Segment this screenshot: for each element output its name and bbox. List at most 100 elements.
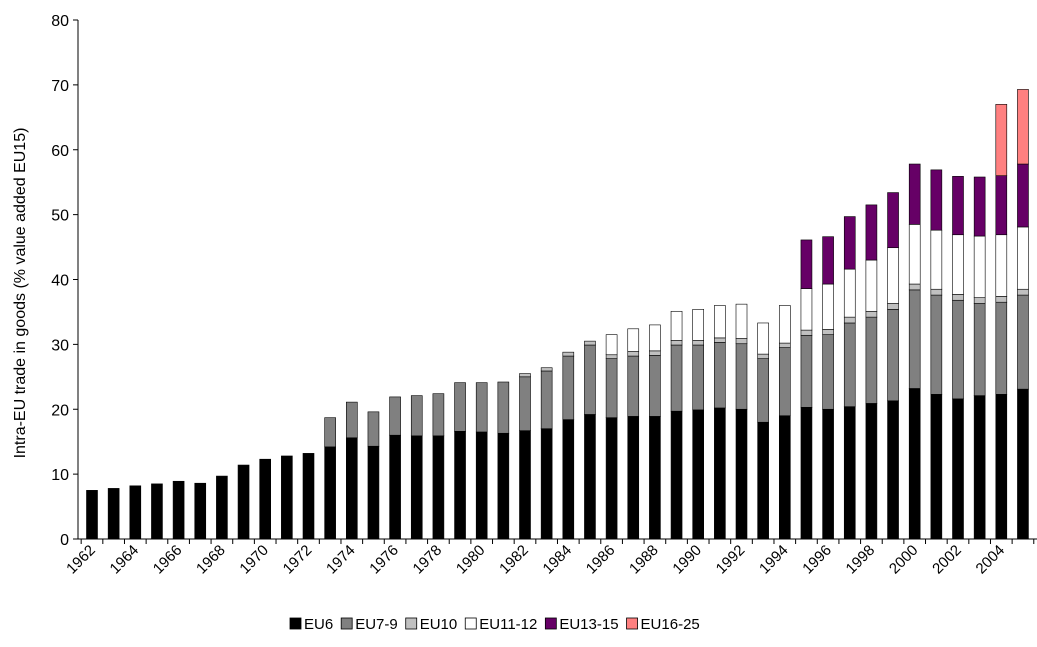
bar-segment-eu6-1986 <box>605 417 618 540</box>
x-tick-label: 1984 <box>540 542 576 578</box>
bar-segment-eu7-9-1974 <box>345 401 358 439</box>
y-tick-label: 10 <box>51 467 69 484</box>
x-tick-label: 1966 <box>150 542 186 578</box>
bar-segment-eu10-1999 <box>887 303 899 310</box>
bar-segment-eu6-2002 <box>952 398 964 540</box>
bar-segment-eu7-9-2001 <box>930 294 943 395</box>
bar-segment-eu6-1984 <box>562 419 575 540</box>
bar-segment-eu6-1992 <box>735 408 748 540</box>
bar-segment-eu7-9-1977 <box>410 395 423 437</box>
y-tick-label: 40 <box>51 273 69 290</box>
bar-segment-eu6-2003 <box>973 395 986 540</box>
bar-segment-eu6-1972 <box>302 453 315 540</box>
bar-segment-eu6-1995 <box>800 406 813 540</box>
y-tick-label: 70 <box>51 78 69 95</box>
bar-segment-eu6-1989 <box>670 410 683 540</box>
bar-segment-eu7-9-1993 <box>757 358 769 423</box>
bar-segment-eu6-2001 <box>930 394 943 540</box>
bar-segment-eu11-12-2000 <box>908 224 921 285</box>
bar-segment-eu7-9-1980 <box>475 382 488 433</box>
bar-segment-eu11-12-1997 <box>843 268 856 318</box>
x-tick-label: 1994 <box>756 542 792 578</box>
legend-swatch-eu7-9 <box>340 617 353 630</box>
bar-segment-eu6-1997 <box>843 406 856 540</box>
x-tick-label: 1968 <box>193 542 229 578</box>
bar-segment-eu10-2002 <box>952 294 964 301</box>
x-tick-label: 2000 <box>886 542 922 578</box>
legend: EU6 EU7-9 EU10 EU11-12 EU13-15 EU16-25 <box>289 616 700 633</box>
bar-segment-eu7-9-1985 <box>584 344 596 415</box>
y-tick-label: 50 <box>51 208 69 225</box>
bar-segment-eu10-1987 <box>627 351 640 357</box>
legend-swatch-eu11-12 <box>464 617 477 630</box>
bar-segment-eu10-1986 <box>605 354 618 359</box>
bar-segment-eu13-15-2004 <box>995 175 1008 236</box>
x-tick-label: 1972 <box>280 542 316 578</box>
bar-segment-eu11-12-2002 <box>952 234 964 295</box>
bar-segment-eu7-9-1975 <box>367 411 380 447</box>
bar-segment-eu7-9-1988 <box>649 355 661 417</box>
bar-segment-eu6-1968 <box>216 475 228 540</box>
bar-segment-eu13-15-2000 <box>908 163 921 225</box>
legend-swatch-eu13-15 <box>544 617 557 630</box>
bar-segment-eu11-12-1986 <box>605 334 618 356</box>
bar-segment-eu11-12-1998 <box>865 259 878 312</box>
x-tick-label: 1976 <box>366 542 402 578</box>
bar-segment-eu7-9-2005 <box>1017 294 1029 390</box>
bar-segment-eu7-9-1991 <box>714 342 726 409</box>
bar-segment-eu11-12-1993 <box>757 322 769 355</box>
legend-label-eu11-12: EU11-12 <box>479 616 537 633</box>
bar-segment-eu13-15-2002 <box>952 176 964 236</box>
bar-segment-eu6-1981 <box>497 432 510 540</box>
bar-segment-eu6-1973 <box>324 446 336 540</box>
bar-segment-eu6-1979 <box>454 431 466 540</box>
bar-segment-eu7-9-1978 <box>432 393 445 437</box>
bar-segment-eu6-1999 <box>887 400 899 540</box>
bar-segment-eu10-1998 <box>865 310 878 318</box>
y-tick-label: 80 <box>51 13 69 30</box>
y-tick-label: 20 <box>51 402 69 419</box>
bar-segment-eu6-1970 <box>259 458 272 540</box>
bar-segment-eu7-9-2000 <box>908 289 921 389</box>
bar-segment-eu10-1988 <box>649 350 661 356</box>
bar-segment-eu6-1974 <box>345 437 358 540</box>
x-tick-label: 1998 <box>843 542 879 578</box>
bar-segment-eu16-25-2005 <box>1017 89 1029 165</box>
bar-segment-eu10-1994 <box>778 342 791 348</box>
x-tick-label: 1964 <box>107 542 143 578</box>
y-tick-label: 0 <box>60 532 69 549</box>
bar-segment-eu7-9-1987 <box>627 355 640 417</box>
bar-segment-eu13-15-1999 <box>887 192 899 249</box>
bar-segment-eu10-2000 <box>908 283 921 291</box>
bar-segment-eu7-9-1981 <box>497 381 510 434</box>
bar-segment-eu10-1996 <box>822 329 834 335</box>
bar-segment-eu6-1987 <box>627 416 640 540</box>
bar-segment-eu11-12-1987 <box>627 328 640 352</box>
legend-swatch-eu16-25 <box>626 617 638 630</box>
x-tick-label: 1974 <box>323 542 359 578</box>
bar-segment-eu7-9-1996 <box>822 334 834 410</box>
bar-segment-eu7-9-1994 <box>778 347 791 417</box>
bar-segment-eu7-9-1992 <box>735 343 748 410</box>
bar-segment-eu6-1977 <box>410 435 423 540</box>
y-tick-label: 60 <box>51 143 69 160</box>
x-tick-label: 1992 <box>713 542 749 578</box>
legend-label-eu7-9: EU7-9 <box>355 616 398 633</box>
bar-segment-eu10-1997 <box>843 316 856 324</box>
bar-segment-eu6-2000 <box>908 388 921 540</box>
x-tick-label: 2004 <box>973 542 1009 578</box>
bar-segment-eu10-2001 <box>930 288 943 296</box>
bar-segment-eu6-1976 <box>389 434 401 540</box>
bar-segment-eu7-9-1990 <box>692 344 705 411</box>
bar-segment-eu6-1994 <box>778 415 791 540</box>
bars-layer <box>86 89 1029 540</box>
bar-segment-eu7-9-2004 <box>995 301 1008 395</box>
bar-segment-eu7-9-1995 <box>800 334 813 408</box>
legend-label-eu10: EU10 <box>420 616 458 633</box>
bar-segment-eu6-1983 <box>540 428 553 540</box>
bar-segment-eu6-1991 <box>714 407 726 540</box>
bar-segment-eu13-15-1996 <box>822 236 834 285</box>
x-tick-label: 1978 <box>410 542 446 578</box>
